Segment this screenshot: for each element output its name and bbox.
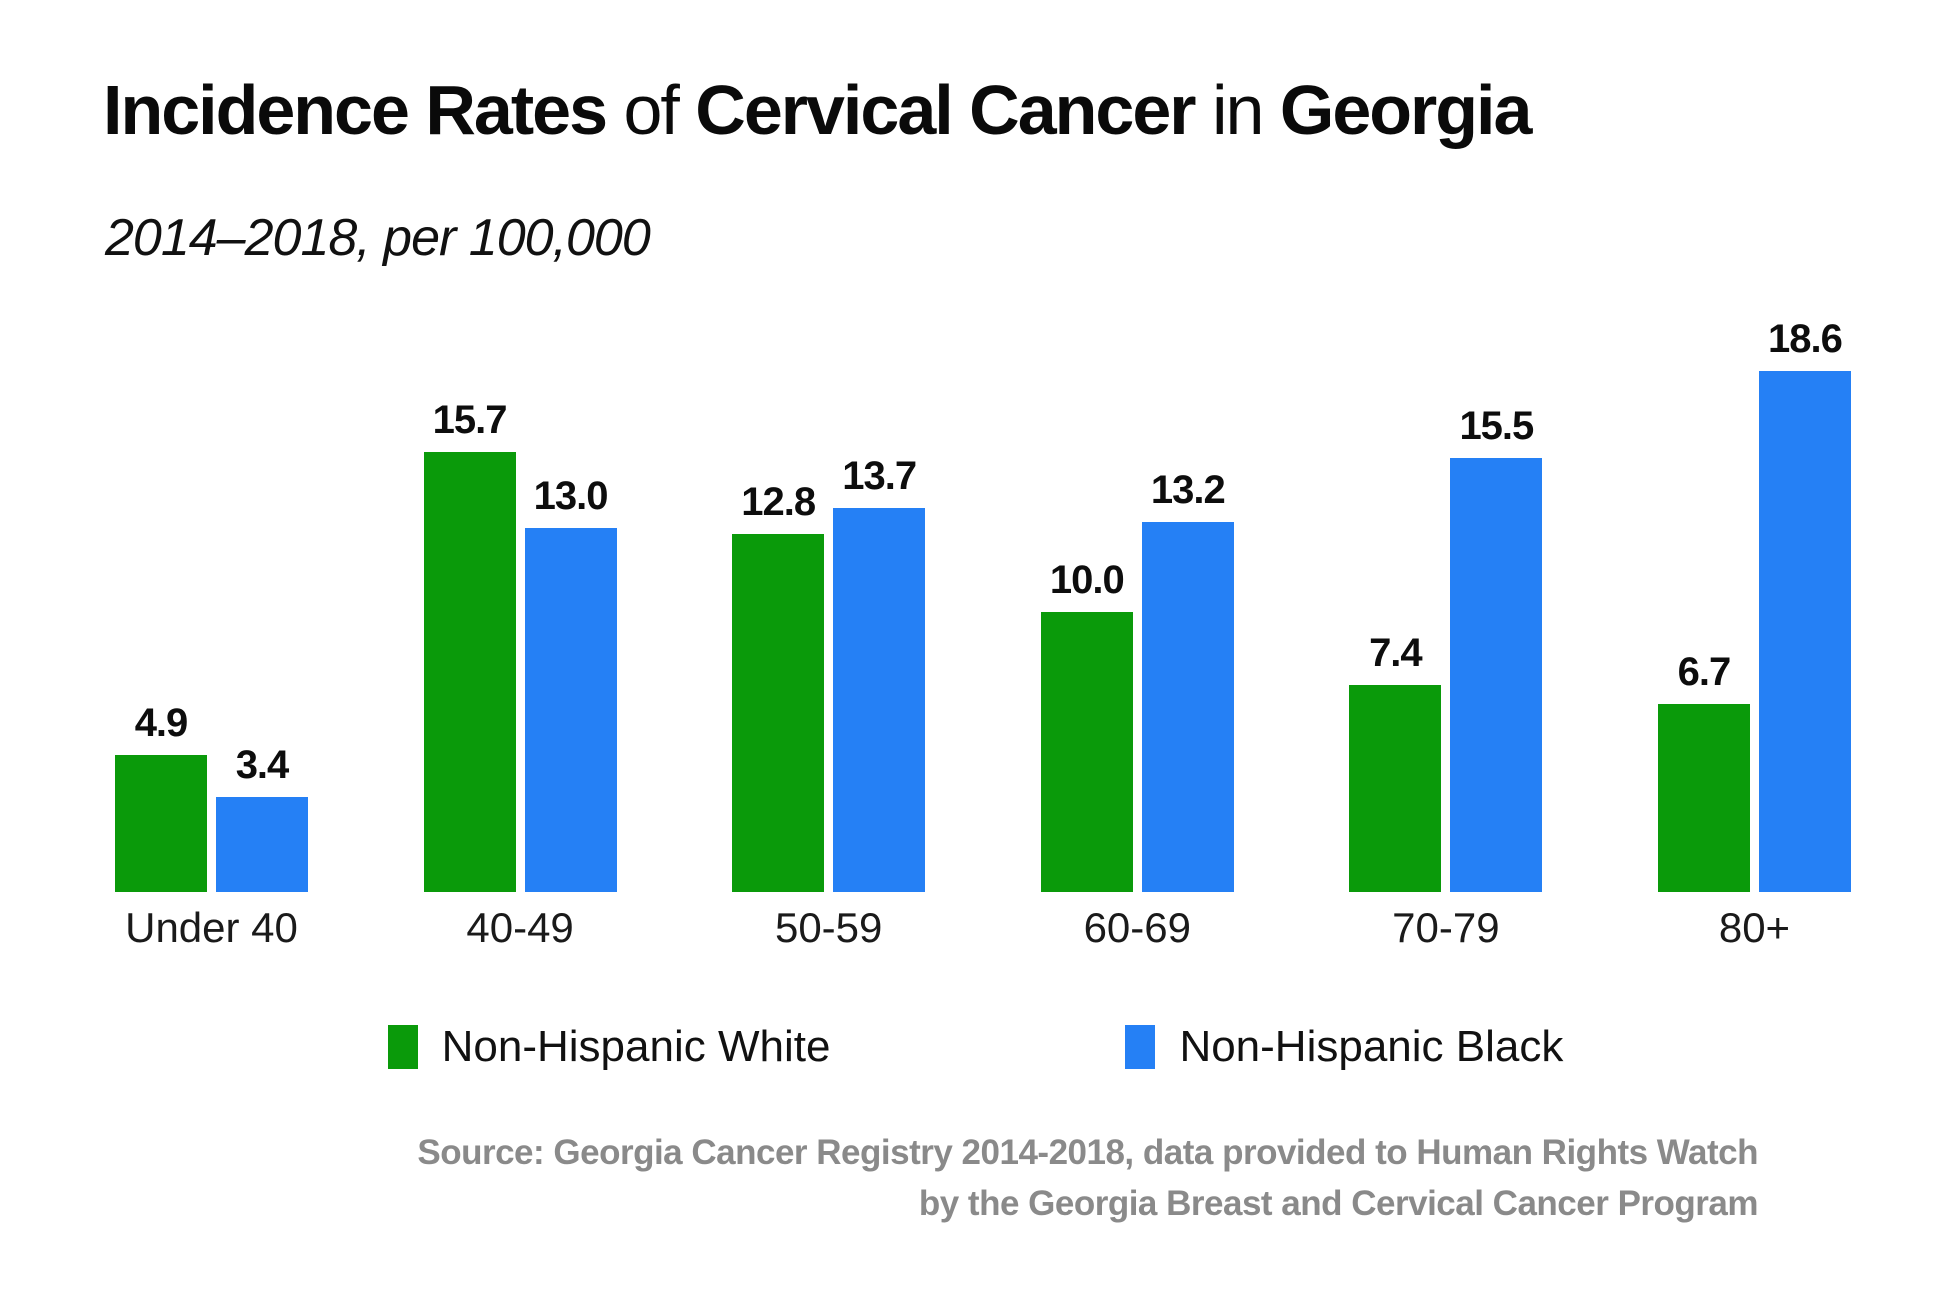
bar-value-label: 13.0 — [533, 474, 609, 518]
category-label: 80+ — [1718, 904, 1791, 951]
bar-pair: 15.7 13.0 — [423, 398, 617, 892]
bar-group: 7.4 15.5 70-79 — [1349, 404, 1543, 952]
category-label: Under 40 — [125, 904, 298, 951]
bar-group: 12.8 13.7 50-59 — [732, 454, 926, 952]
bar — [833, 508, 926, 892]
bar-group: 10.0 13.2 60-69 — [1040, 468, 1234, 952]
legend-swatch-non-hispanic-black — [1125, 1025, 1156, 1069]
bar-group: 15.7 13.0 40-49 — [423, 398, 617, 952]
category-label: 40-49 — [466, 904, 574, 951]
bar-column: 12.8 — [732, 479, 825, 892]
bar-pair: 7.4 15.5 — [1349, 404, 1543, 892]
bar-value-label: 3.4 — [235, 742, 290, 787]
source-line-1: Source: Georgia Cancer Registry 2014-201… — [417, 1133, 1758, 1172]
bar-pair: 12.8 13.7 — [732, 454, 926, 892]
title-part: of — [623, 71, 696, 149]
title-part: in — [1211, 71, 1280, 149]
bar — [423, 452, 516, 892]
chart-plot: 4.9 3.4 Under 40 15.7 13.0 40-49 12.8 13.7 50-59… — [115, 300, 1851, 952]
bar-value-label: 12.8 — [741, 479, 816, 524]
bar-column: 13.0 — [524, 474, 617, 892]
bar — [115, 754, 207, 892]
legend-label-non-hispanic-white: Non-Hispanic White — [441, 1022, 831, 1071]
bar — [732, 533, 825, 892]
chart-subtitle: 2014–2018, per 100,000 — [105, 209, 651, 267]
bar-pair: 10.0 13.2 — [1040, 468, 1234, 892]
category-label: 70-79 — [1392, 904, 1500, 951]
bar-value-label: 7.4 — [1369, 630, 1423, 675]
bar-column: 10.0 — [1040, 558, 1133, 892]
bar-value-label: 6.7 — [1677, 650, 1732, 695]
bar-column: 4.9 — [115, 701, 207, 892]
bar — [1657, 704, 1750, 892]
bar-column: 7.4 — [1349, 630, 1442, 892]
bar-column: 18.6 — [1758, 317, 1851, 892]
bar — [1141, 522, 1234, 892]
bar-column: 13.7 — [833, 454, 926, 892]
title-part: Cervical Cancer — [695, 71, 1212, 149]
bar-value-label: 18.6 — [1768, 317, 1843, 362]
bar — [1040, 612, 1133, 892]
title-part: Incidence Rates — [103, 71, 624, 149]
bar — [216, 796, 308, 892]
legend-item-non-hispanic-black: Non-Hispanic Black — [1125, 1022, 1563, 1072]
legend-label-non-hispanic-black: Non-Hispanic Black — [1179, 1022, 1564, 1071]
bar — [1758, 371, 1851, 892]
legend: Non-Hispanic White Non-Hispanic Black — [0, 1022, 1951, 1072]
title-part: Georgia — [1279, 71, 1533, 149]
category-label: 50-59 — [774, 904, 883, 951]
source-note: Source: Georgia Cancer Registry 2014-201… — [417, 1128, 1758, 1230]
bar-value-label: 13.2 — [1150, 468, 1226, 513]
bar-value-label: 10.0 — [1049, 558, 1125, 602]
source-line-2: by the Georgia Breast and Cervical Cance… — [918, 1183, 1759, 1223]
bar — [1450, 458, 1543, 892]
bar — [524, 528, 617, 892]
bar-column: 6.7 — [1657, 650, 1750, 892]
bar-pair: 6.7 18.6 — [1657, 317, 1851, 892]
bar-group: 6.7 18.6 80+ — [1657, 317, 1851, 952]
bar-column: 15.5 — [1450, 404, 1543, 892]
bar-value-label: 15.5 — [1459, 404, 1534, 448]
bar-column: 3.4 — [216, 743, 308, 892]
bar-value-label: 13.7 — [842, 454, 917, 499]
bar-value-label: 15.7 — [432, 398, 508, 443]
bar-pair: 4.9 3.4 — [115, 701, 308, 892]
bar — [1349, 684, 1442, 892]
bar-column: 13.2 — [1141, 468, 1234, 892]
legend-swatch-non-hispanic-white — [387, 1025, 418, 1069]
category-label: 60-69 — [1083, 904, 1191, 951]
bar-column: 15.7 — [423, 398, 516, 892]
legend-item-non-hispanic-white: Non-Hispanic White — [387, 1022, 831, 1072]
bar-group: 4.9 3.4 Under 40 — [115, 701, 308, 952]
chart-title: Incidence Rates of Cervical Cancer in Ge… — [103, 71, 1533, 149]
bar-value-label: 4.9 — [134, 700, 189, 745]
